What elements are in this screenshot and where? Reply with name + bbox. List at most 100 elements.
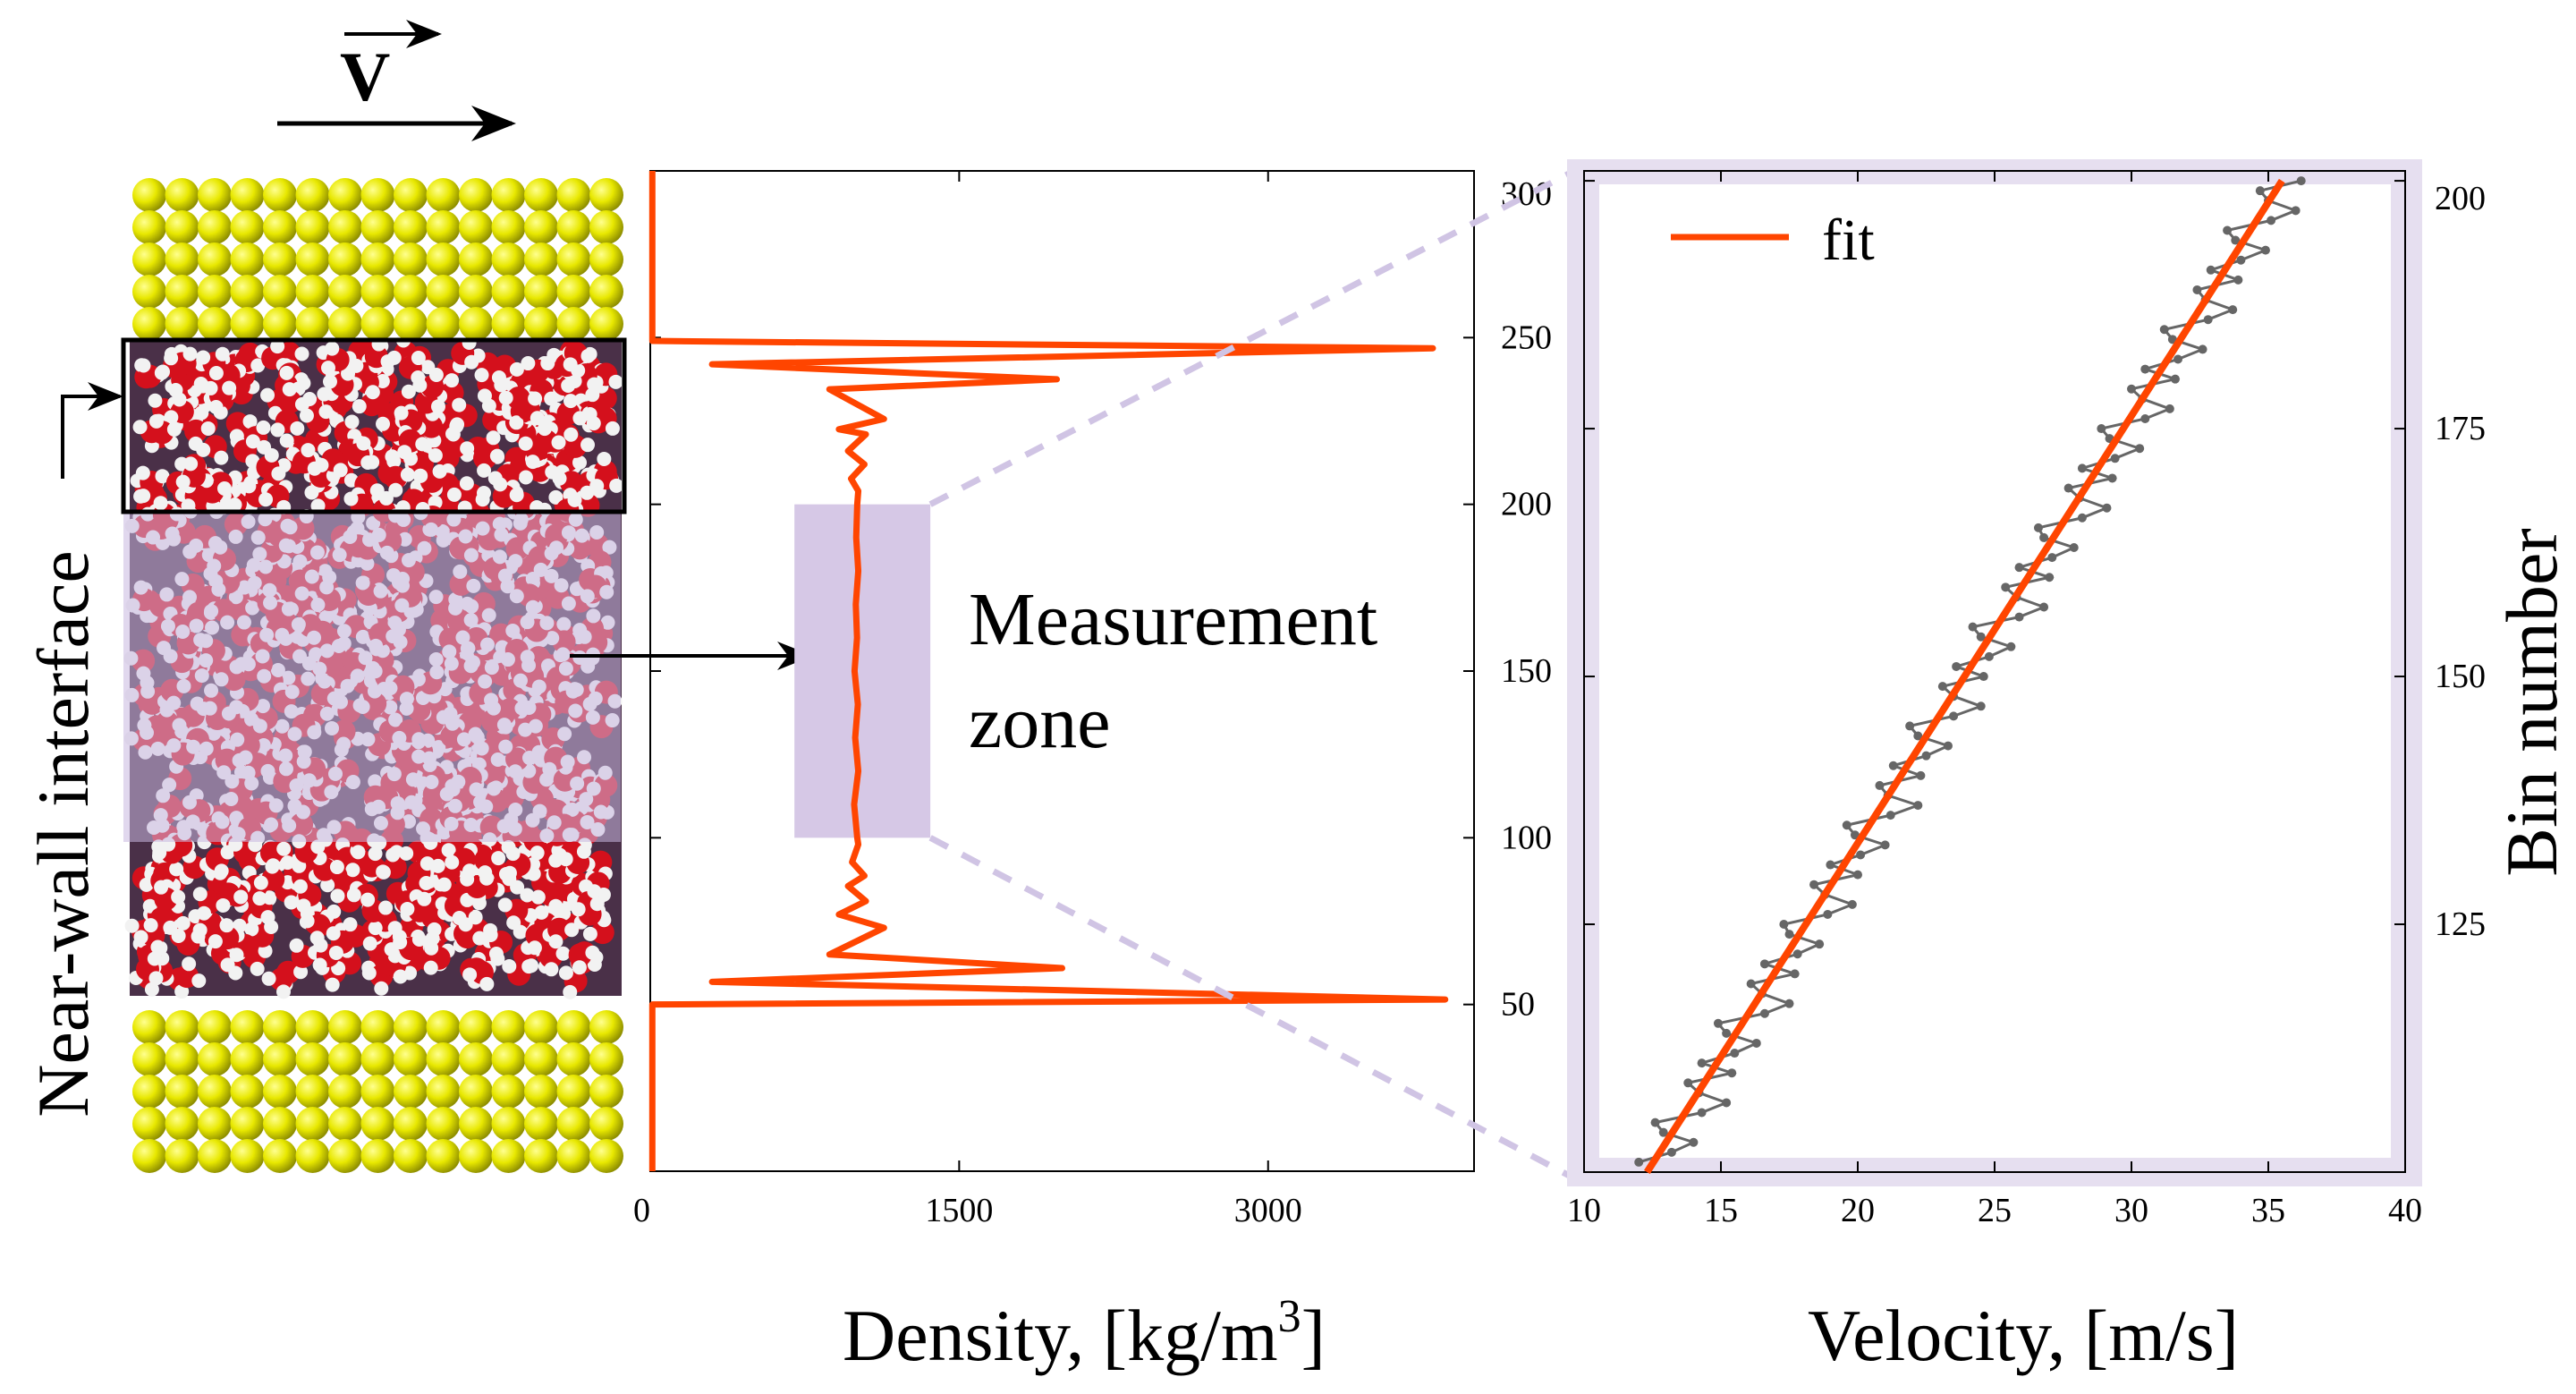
hydrogen-atom: [360, 455, 376, 470]
hydrogen-atom: [142, 898, 157, 914]
gold-atom: [426, 1107, 461, 1141]
hydrogen-atom: [153, 496, 168, 511]
hydrogen-atom: [276, 841, 292, 856]
hydrogen-atom: [163, 920, 178, 935]
hydrogen-atom: [156, 364, 171, 379]
hydrogen-atom: [299, 408, 314, 423]
gold-atom: [295, 242, 330, 276]
velocity-data-point: [1722, 1098, 1732, 1108]
hydrogen-atom: [552, 471, 567, 486]
hydrogen-atom: [328, 945, 343, 960]
bin-number-axis-title: Bin number: [2491, 528, 2572, 876]
gold-atom: [328, 210, 362, 244]
hydrogen-atom: [479, 976, 495, 991]
hydrogen-atom: [551, 435, 566, 450]
gold-atom: [491, 1042, 526, 1076]
hydrogen-atom: [489, 448, 504, 463]
velocity-y-tick-label: 125: [2435, 905, 2486, 943]
velocity-y-tick-label: 200: [2435, 180, 2486, 217]
hydrogen-atom: [280, 855, 295, 871]
oxygen-atom: [473, 446, 497, 470]
velocity-data-point: [1634, 1157, 1644, 1167]
gold-atom: [360, 1010, 395, 1044]
hydrogen-atom: [208, 366, 224, 381]
velocity-data-point: [2135, 444, 2145, 454]
hydrogen-atom: [544, 391, 559, 406]
hydrogen-atom: [582, 926, 597, 941]
velocity-panel-inner: [1599, 184, 2391, 1158]
gold-atom: [263, 307, 297, 341]
velocity-data-point: [2110, 454, 2120, 463]
gold-atom: [589, 1107, 623, 1141]
gold-atom: [394, 307, 428, 341]
hydrogen-atom: [445, 373, 460, 388]
hydrogen-atom: [191, 929, 206, 944]
hydrogen-atom: [394, 405, 409, 421]
velocity-data-point: [1888, 761, 1898, 770]
velocity-data-point: [2260, 245, 2270, 255]
gold-atom: [491, 1139, 526, 1173]
hydrogen-atom: [585, 945, 600, 960]
hydrogen-atom: [214, 450, 229, 465]
gold-atom: [394, 1139, 428, 1173]
oxygen-atom: [278, 390, 302, 414]
gold-atom: [165, 242, 199, 276]
hydrogen-atom: [182, 346, 198, 361]
gold-atom: [263, 1010, 297, 1044]
velocity-data-point: [1847, 899, 1857, 909]
hydrogen-atom: [589, 897, 605, 912]
gold-atom: [230, 1139, 265, 1173]
velocity-y-tick-label: 150: [2435, 658, 2486, 695]
gold-atom: [491, 210, 526, 244]
measurement-zone-rect: [794, 504, 931, 838]
hydrogen-atom: [139, 877, 154, 892]
gold-atom: [132, 210, 166, 244]
velocity-data-point: [2198, 344, 2207, 354]
gold-atom: [524, 242, 558, 276]
gold-atom: [230, 1010, 265, 1044]
gold-atom: [360, 1107, 395, 1141]
gold-atom: [198, 1010, 232, 1044]
hydrogen-atom: [244, 922, 259, 937]
hydrogen-atom: [362, 936, 377, 951]
hydrogen-atom: [150, 939, 165, 955]
hydrogen-atom: [399, 846, 414, 861]
hydrogen-atom: [459, 476, 474, 491]
hydrogen-atom: [229, 948, 244, 963]
velocity-data-point: [2192, 285, 2202, 294]
hydrogen-atom: [164, 410, 179, 425]
velocity-axis-title: Velocity, [m/s]: [1808, 1295, 2239, 1376]
hydrogen-atom: [563, 357, 578, 372]
hydrogen-atom: [558, 852, 573, 867]
velocity-data-point: [1759, 1008, 1769, 1018]
gold-atom: [230, 1107, 265, 1141]
hydrogen-atom: [290, 421, 305, 436]
velocity-data-point: [1751, 1038, 1761, 1048]
hydrogen-atom: [314, 457, 329, 472]
velocity-data-point: [1683, 1078, 1693, 1088]
gold-atom: [394, 1107, 428, 1141]
hydrogen-atom: [564, 922, 580, 938]
velocity-data-point: [1984, 651, 1994, 661]
fit-line: [1644, 178, 2285, 1175]
hydrogen-atom: [368, 846, 383, 862]
hydrogen-atom: [253, 875, 268, 890]
hydrogen-atom: [518, 436, 533, 451]
gold-atom: [459, 178, 493, 212]
gold-atom: [263, 210, 297, 244]
gold-atom: [556, 1010, 591, 1044]
gold-atom: [198, 307, 232, 341]
gold-atom: [426, 1042, 461, 1076]
velocity-data-point: [2047, 553, 2057, 563]
gold-atom: [263, 275, 297, 309]
hydrogen-atom: [378, 900, 394, 915]
gold-atom: [524, 307, 558, 341]
gold-atom: [165, 1139, 199, 1173]
velocity-data-point: [2014, 612, 2024, 622]
velocity-data-point: [2014, 563, 2024, 573]
hydrogen-atom: [534, 905, 549, 920]
density-x-tick-label: 0: [633, 1192, 650, 1229]
velocity-data-point: [1809, 880, 1819, 889]
gold-atom: [198, 1107, 232, 1141]
